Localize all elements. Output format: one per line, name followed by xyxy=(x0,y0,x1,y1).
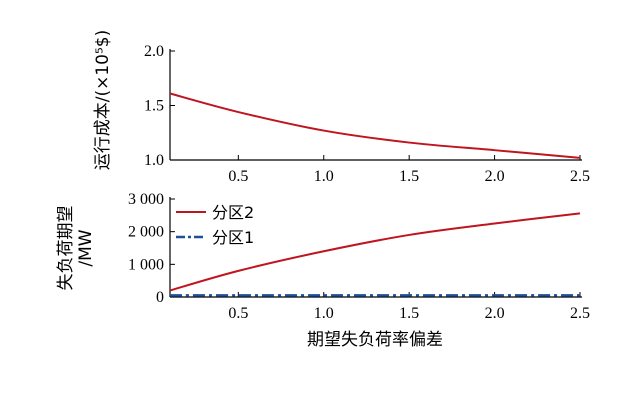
legend-label: 分区1 xyxy=(212,228,254,247)
x-tick-label: 2.0 xyxy=(485,168,505,185)
x-tick-label: 2.0 xyxy=(485,305,505,322)
bottom-panel: 0 1 000 2 000 3 000 0.5 1.0 1.5 2.0 2.5 失负荷期望/MW 期… xyxy=(56,191,590,350)
x-tick-label: 0.5 xyxy=(228,305,248,322)
x-tick-label: 1.0 xyxy=(314,168,334,185)
x-tick-label: 0.5 xyxy=(228,168,248,185)
x-axis-label: 期望失负荷率偏差 xyxy=(307,330,443,350)
y-tick-label: 0 xyxy=(156,289,164,306)
x-tick-label: 2.5 xyxy=(570,305,590,322)
x-tick-label: 1.0 xyxy=(314,305,334,322)
y-tick-label: 1.0 xyxy=(144,152,164,169)
y-tick-label: 2 000 xyxy=(128,224,164,241)
x-tick-label: 1.5 xyxy=(399,305,419,322)
y-tick-label: 2.0 xyxy=(144,43,164,60)
top-panel: 1.0 1.5 2.0 0.5 1.0 1.5 2.0 2.5 运行成本/(×10⁵$) xyxy=(93,30,590,185)
y-axis-label-line: 失负荷期望 xyxy=(56,206,76,291)
y-tick-label: 1 000 xyxy=(128,256,164,273)
y-axis-label: 失负荷期望/MW xyxy=(56,206,96,291)
y-axis-label: 运行成本/(×10⁵$) xyxy=(93,30,113,171)
y-axis-label-line: 运行成本/(×10⁵$) xyxy=(93,30,113,171)
x-tick-label: 2.5 xyxy=(570,168,590,185)
y-axis-label-line: /MW xyxy=(76,229,96,266)
series-line xyxy=(169,212,581,292)
y-tick-label: 3 000 xyxy=(128,191,164,208)
series-line xyxy=(169,92,581,159)
legend-label: 分区2 xyxy=(212,203,254,222)
x-tick-label: 1.5 xyxy=(399,168,419,185)
y-tick-label: 1.5 xyxy=(144,98,164,115)
